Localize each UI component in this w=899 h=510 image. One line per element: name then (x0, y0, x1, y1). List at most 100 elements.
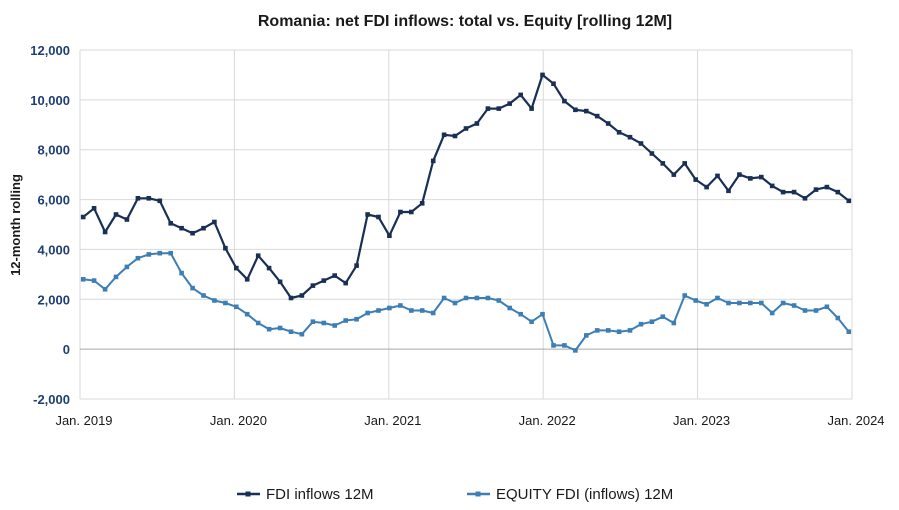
data-point (255, 320, 261, 326)
data-point (649, 151, 655, 156)
data-point (769, 183, 775, 189)
data-point (660, 314, 666, 319)
data-point (168, 250, 173, 256)
data-point (409, 308, 414, 313)
data-point (190, 285, 195, 291)
y-axis-ticks: -2,000 0 2,000 4,000 6,000 8,000 10,000 12,000 (30, 43, 70, 407)
data-point (802, 308, 808, 313)
data-point (387, 305, 392, 311)
data-point (693, 298, 698, 303)
data-point (179, 270, 184, 276)
data-point (507, 305, 512, 311)
data-point (124, 217, 130, 222)
data-point (769, 310, 775, 316)
x-tick-label: Jan. 2023 (673, 413, 730, 428)
x-axis-ticks: Jan. 2019 Jan. 2020 Jan. 2021 Jan. 2022 Jan.… (55, 413, 884, 428)
data-point (835, 315, 841, 321)
data-point (179, 225, 184, 231)
data-point (277, 279, 283, 285)
x-tick-label: Jan. 2019 (55, 413, 112, 428)
data-point (485, 295, 491, 301)
data-point (660, 161, 666, 166)
data-point (332, 273, 337, 278)
data-point (780, 189, 786, 195)
data-point (704, 302, 709, 307)
data-point (91, 206, 97, 211)
data-point (649, 319, 655, 324)
data-point (430, 310, 436, 316)
data-point (255, 253, 261, 258)
data-point (638, 321, 644, 327)
data-point (813, 187, 819, 192)
data-point (802, 196, 808, 201)
gridlines (79, 49, 853, 400)
data-point (157, 198, 163, 204)
data-point (266, 265, 272, 271)
data-point (102, 229, 108, 235)
y-tick-label: 2,000 (37, 292, 70, 307)
data-point (780, 300, 786, 306)
data-point (496, 298, 502, 303)
data-point (791, 303, 797, 308)
data-point (551, 343, 556, 348)
data-point (824, 184, 830, 190)
data-point (835, 189, 841, 195)
data-point (627, 328, 633, 333)
data-point (91, 278, 97, 283)
data-point (365, 310, 370, 316)
data-point (584, 108, 589, 114)
legend-item-fdi-inflows: FDI inflows 12M (237, 486, 374, 503)
data-point (234, 304, 239, 310)
data-point (562, 343, 567, 348)
data-point (201, 225, 206, 231)
data-point (529, 106, 534, 111)
data-point (354, 263, 359, 268)
legend: FDI inflows 12M EQUITY FDI (inflows) 12M (237, 486, 673, 503)
data-point (605, 121, 611, 126)
data-point (551, 81, 556, 86)
data-point (726, 188, 731, 194)
data-point (168, 221, 173, 226)
data-point (594, 113, 600, 119)
data-point (693, 177, 698, 182)
series-line (83, 252, 850, 352)
data-point (518, 311, 523, 317)
data-point (540, 311, 545, 317)
data-point (715, 295, 720, 301)
chart-title: Romania: net FDI inflows: total vs. Equi… (258, 13, 672, 30)
data-point (212, 219, 217, 225)
data-point (419, 308, 425, 313)
data-point (146, 196, 152, 201)
data-point (726, 300, 731, 306)
data-point (737, 172, 742, 177)
y-tick-label: 8,000 (37, 143, 70, 158)
data-point (190, 230, 195, 236)
data-point (146, 252, 152, 257)
data-point (474, 121, 480, 126)
data-point (113, 274, 119, 280)
data-point (212, 298, 217, 303)
data-point (463, 295, 469, 301)
data-point (157, 250, 163, 256)
legend-label-equity-fdi: EQUITY FDI (inflows) 12M (496, 486, 673, 503)
data-point (343, 318, 348, 323)
data-point (605, 328, 611, 333)
y-tick-label: 12,000 (30, 43, 70, 58)
data-point (299, 331, 305, 337)
data-point (529, 319, 534, 324)
data-point (584, 333, 589, 338)
y-tick-label: 10,000 (30, 93, 70, 108)
y-axis-label: 12-month rolling (8, 174, 23, 276)
plot-area (79, 49, 853, 400)
data-point (201, 293, 206, 298)
data-point (376, 214, 381, 220)
data-point (704, 184, 709, 190)
data-point (759, 174, 764, 180)
x-tick-label: Jan. 2020 (210, 413, 267, 428)
data-point (463, 126, 469, 131)
data-point (430, 158, 436, 164)
x-tick-label: Jan. 2024 (827, 413, 884, 428)
data-point (398, 303, 403, 308)
legend-marker-fdi-inflows (245, 491, 251, 497)
